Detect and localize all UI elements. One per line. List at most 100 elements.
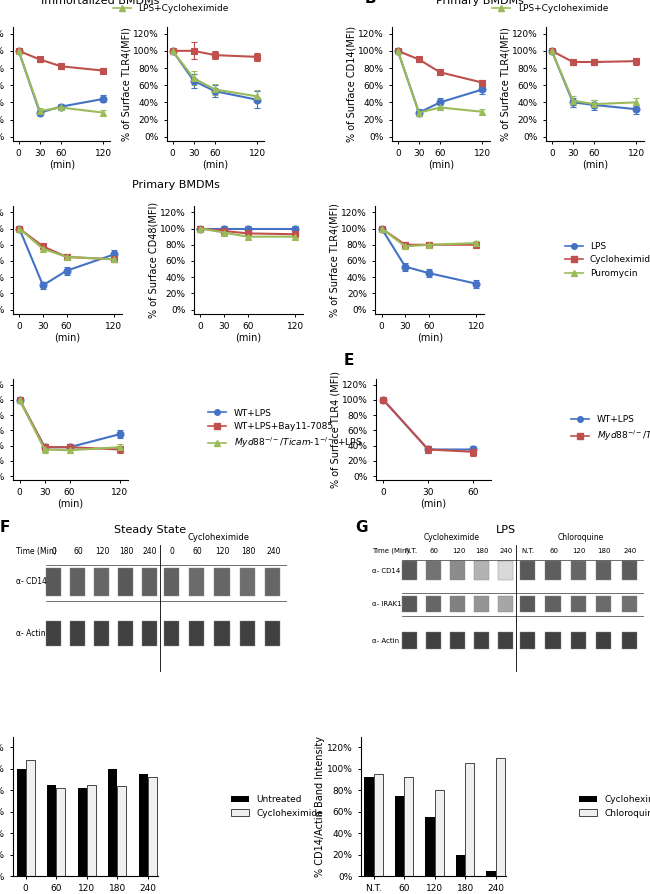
- Bar: [46, 621, 61, 646]
- Text: Immortalized BMDMs: Immortalized BMDMs: [42, 0, 160, 6]
- Text: G: G: [356, 519, 368, 535]
- Bar: [520, 595, 535, 612]
- X-axis label: (min): (min): [428, 160, 454, 170]
- Text: 180: 180: [119, 547, 133, 556]
- X-axis label: (min): (min): [55, 333, 81, 342]
- Bar: [118, 621, 133, 646]
- Bar: [596, 595, 611, 612]
- Text: N.T.: N.T.: [522, 548, 535, 554]
- Bar: [240, 621, 255, 646]
- Text: LPS: LPS: [497, 525, 517, 535]
- Legend: LPS, Cycloheximide, LPS+Cycloheximide: LPS, Cycloheximide, LPS+Cycloheximide: [489, 0, 612, 17]
- Bar: [164, 568, 179, 595]
- Bar: [189, 621, 204, 646]
- Bar: [94, 621, 109, 646]
- Text: 0: 0: [52, 547, 57, 556]
- Text: 60: 60: [549, 548, 558, 554]
- Bar: [395, 796, 404, 876]
- Legend: Untreated, Cycloheximide: Untreated, Cycloheximide: [227, 791, 327, 822]
- Bar: [164, 621, 179, 646]
- Bar: [108, 769, 117, 876]
- Bar: [596, 632, 611, 649]
- Bar: [621, 632, 636, 649]
- Bar: [474, 561, 489, 580]
- Bar: [450, 632, 465, 649]
- Text: 120: 120: [95, 547, 109, 556]
- Legend: LPS, Cycloheximide, LPS+Cycloheximide: LPS, Cycloheximide, LPS+Cycloheximide: [110, 0, 233, 17]
- Y-axis label: % of Surface TLR4 (MFI): % of Surface TLR4 (MFI): [330, 371, 341, 488]
- Bar: [16, 769, 26, 876]
- Bar: [265, 621, 280, 646]
- Text: α- IRAK1: α- IRAK1: [372, 601, 402, 607]
- Text: Primary BMDMs: Primary BMDMs: [436, 0, 524, 6]
- Text: Cycloheximide: Cycloheximide: [424, 534, 480, 543]
- Bar: [545, 561, 560, 580]
- Bar: [520, 632, 535, 649]
- Y-axis label: % of Surface TLR4(MFI): % of Surface TLR4(MFI): [500, 27, 510, 141]
- Bar: [402, 632, 417, 649]
- Text: Primary BMDMs: Primary BMDMs: [132, 180, 220, 190]
- Bar: [189, 568, 204, 595]
- X-axis label: (min): (min): [417, 333, 443, 342]
- Text: α- Actin: α- Actin: [372, 637, 399, 644]
- Bar: [571, 595, 586, 612]
- Bar: [450, 595, 465, 612]
- Bar: [596, 561, 611, 580]
- Bar: [240, 568, 255, 595]
- Text: B: B: [365, 0, 376, 6]
- X-axis label: (min): (min): [235, 333, 261, 342]
- Y-axis label: % of Surface CD14(MFI): % of Surface CD14(MFI): [346, 26, 357, 142]
- Text: 120: 120: [573, 548, 586, 554]
- Y-axis label: % of Surface TLR4(MFI): % of Surface TLR4(MFI): [330, 203, 340, 316]
- X-axis label: (min): (min): [421, 499, 447, 509]
- Text: α- Actin: α- Actin: [16, 629, 46, 638]
- Bar: [621, 595, 636, 612]
- Text: Chloroquine: Chloroquine: [557, 534, 604, 543]
- Text: 60: 60: [73, 547, 83, 556]
- Bar: [117, 786, 126, 876]
- Bar: [86, 785, 96, 876]
- Bar: [426, 817, 435, 876]
- Bar: [465, 763, 474, 876]
- Bar: [404, 778, 413, 876]
- Text: Steady State: Steady State: [114, 525, 186, 535]
- Text: 120: 120: [452, 548, 465, 554]
- Bar: [498, 632, 514, 649]
- X-axis label: (min): (min): [582, 160, 608, 170]
- Text: Cycloheximide: Cycloheximide: [188, 534, 250, 543]
- Text: F: F: [0, 519, 10, 535]
- Bar: [498, 561, 514, 580]
- Bar: [571, 561, 586, 580]
- Text: Time (Min): Time (Min): [372, 548, 410, 554]
- Bar: [138, 774, 148, 876]
- Text: 240: 240: [500, 548, 513, 554]
- Text: 180: 180: [598, 548, 611, 554]
- Bar: [214, 621, 229, 646]
- Bar: [456, 855, 465, 876]
- Bar: [426, 561, 441, 580]
- X-axis label: (min): (min): [57, 499, 83, 509]
- Text: E: E: [344, 353, 354, 368]
- Bar: [265, 568, 280, 595]
- Bar: [148, 778, 157, 876]
- Y-axis label: % CD14/Actin Band Intensity: % CD14/Actin Band Intensity: [315, 736, 325, 877]
- Bar: [435, 790, 444, 876]
- Text: N.T.: N.T.: [404, 548, 417, 554]
- Text: α- CD14: α- CD14: [372, 568, 400, 574]
- Bar: [450, 561, 465, 580]
- X-axis label: (min): (min): [49, 160, 75, 170]
- Bar: [571, 632, 586, 649]
- Bar: [545, 632, 560, 649]
- Text: 240: 240: [143, 547, 157, 556]
- Text: 60: 60: [430, 548, 439, 554]
- Bar: [374, 774, 383, 876]
- Bar: [520, 561, 535, 580]
- Bar: [142, 621, 157, 646]
- Bar: [365, 778, 374, 876]
- Text: 60: 60: [192, 547, 202, 556]
- Bar: [402, 561, 417, 580]
- Bar: [545, 595, 560, 612]
- Legend: WT+LPS, $Myd88^{-/-}/Ticam$-$1^{-/-}$ +LPS: WT+LPS, $Myd88^{-/-}/Ticam$-$1^{-/-}$ +L…: [567, 412, 650, 447]
- Bar: [77, 789, 86, 876]
- Bar: [70, 621, 85, 646]
